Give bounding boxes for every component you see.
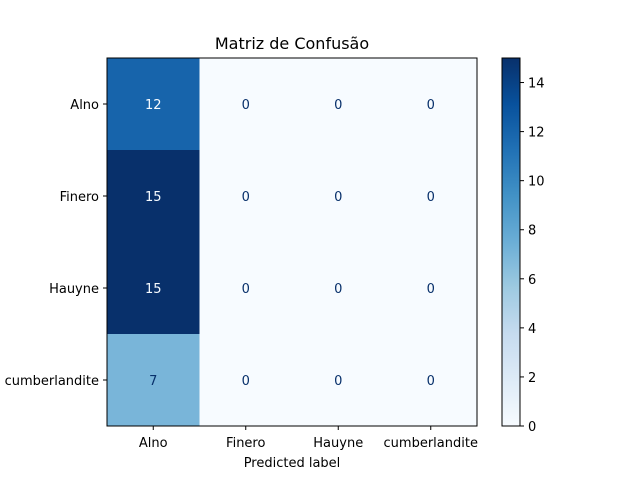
cell-value-label: 12 (145, 98, 162, 113)
matrix-cell (107, 58, 200, 151)
colorbar-tick-label: 14 (528, 77, 545, 92)
colorbar-axis: 0 2 4 6 8 10 12 14 (520, 77, 545, 435)
matrix-cell (107, 334, 200, 427)
matrix-cell (199, 58, 293, 151)
colorbar-tick-label: 0 (528, 420, 536, 435)
x-tick-label: Finero (226, 436, 265, 451)
matrix-cell (292, 58, 385, 151)
colorbar-tick-label: 12 (528, 126, 545, 141)
colorbar-tick-label: 4 (528, 322, 536, 337)
matrix-cell (107, 150, 200, 243)
cell-value-label: 15 (145, 190, 162, 205)
matrix-cell (292, 334, 385, 427)
x-tick-label: Alno (139, 436, 168, 451)
cell-value-label: 0 (242, 98, 250, 113)
cell-value-label: 0 (427, 374, 435, 389)
y-tick-label: cumberlandite (5, 374, 99, 389)
plot-frame (106, 57, 478, 427)
matrix-cell (107, 242, 200, 335)
matrix-cell (199, 334, 293, 427)
matrix-cell (292, 150, 385, 243)
colorbar-tick-label: 6 (528, 273, 536, 288)
matrix-cell (292, 242, 385, 335)
cell-value-label: 0 (334, 190, 342, 205)
colorbar-tick-label: 2 (528, 371, 536, 386)
cell-value-label: 0 (334, 374, 342, 389)
cell-value-label: 0 (427, 190, 435, 205)
x-axis-label: Predicted label (244, 456, 341, 471)
y-axis: Alno Finero Hauyne cumberlandite (5, 98, 107, 389)
matrix-cell (384, 150, 478, 243)
x-axis: Alno Finero Hauyne cumberlandite (139, 426, 478, 451)
matrix-cell (384, 334, 478, 427)
cell-value-label: 0 (427, 98, 435, 113)
matrix-cells: 12 0 0 0 15 0 0 0 15 0 0 0 7 0 0 0 (107, 58, 478, 427)
colorbar-tick-label: 8 (528, 224, 536, 239)
cell-value-label: 0 (242, 190, 250, 205)
cell-value-label: 0 (427, 282, 435, 297)
cell-value-label: 0 (242, 374, 250, 389)
x-tick-label: Hauyne (313, 436, 363, 451)
y-tick-label: Finero (60, 190, 99, 205)
matrix-cell (384, 242, 478, 335)
x-tick-label: cumberlandite (384, 436, 478, 451)
colorbar-tick-label: 10 (528, 175, 545, 190)
chart-title: Matriz de Confusão (215, 34, 369, 53)
cell-value-label: 0 (334, 282, 342, 297)
cell-value-label: 0 (334, 98, 342, 113)
matrix-cell (384, 58, 478, 151)
cell-value-label: 7 (149, 374, 157, 389)
y-tick-label: Hauyne (49, 282, 99, 297)
cell-value-label: 15 (145, 282, 162, 297)
colorbar (501, 57, 521, 427)
matrix-cell (199, 150, 293, 243)
y-tick-label: Alno (70, 98, 99, 113)
matrix-cell (199, 242, 293, 335)
cell-value-label: 0 (242, 282, 250, 297)
